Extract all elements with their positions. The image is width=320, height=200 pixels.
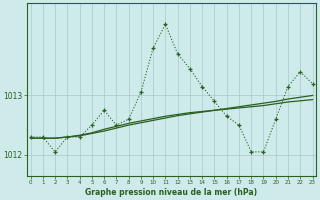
X-axis label: Graphe pression niveau de la mer (hPa): Graphe pression niveau de la mer (hPa) <box>85 188 258 197</box>
